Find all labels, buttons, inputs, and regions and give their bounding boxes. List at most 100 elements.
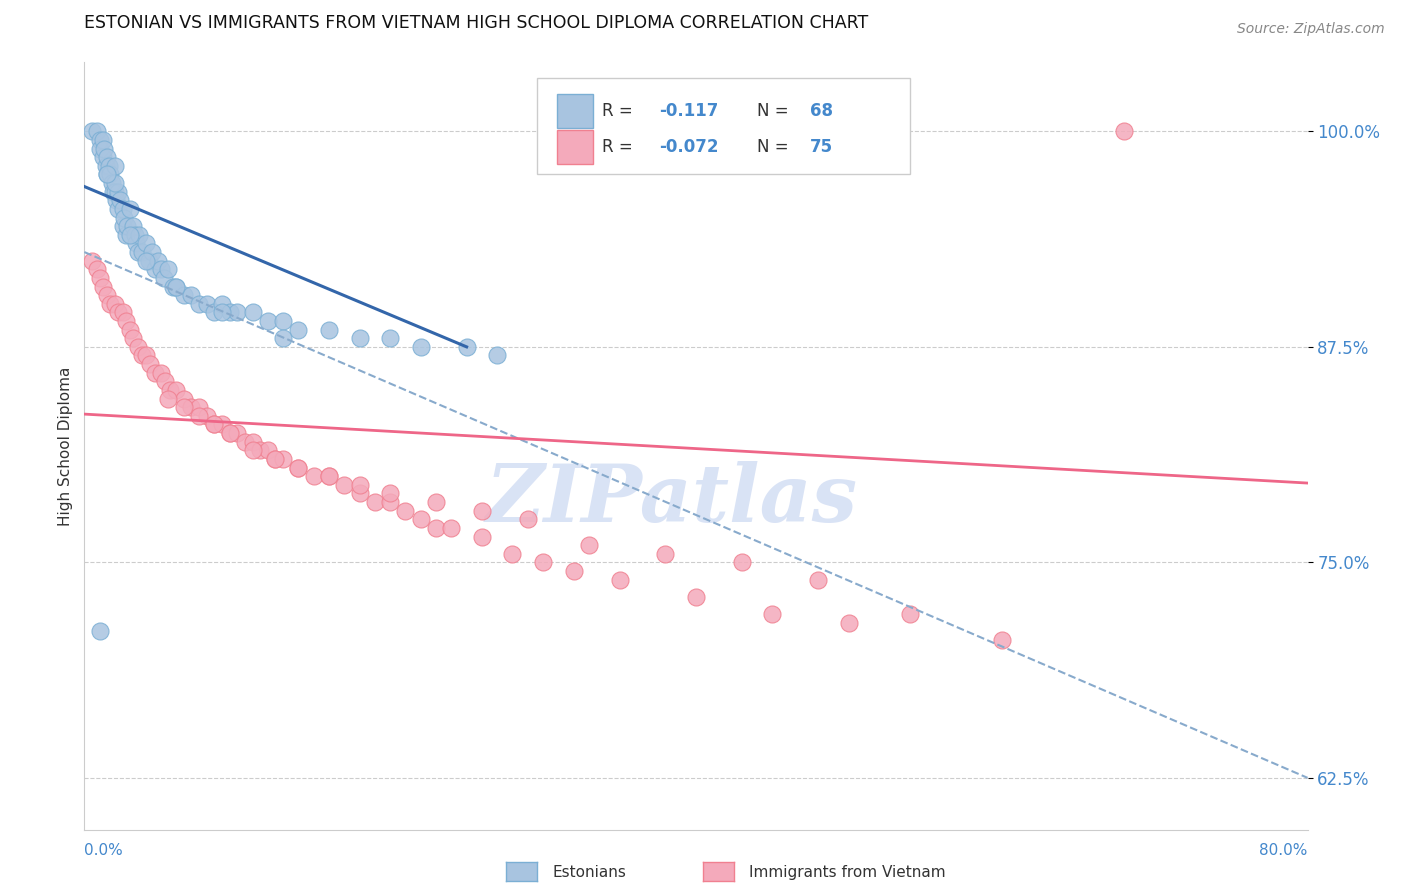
Point bbox=[502, 547, 524, 561]
Text: Estonians: Estonians bbox=[553, 865, 627, 880]
Point bbox=[287, 323, 309, 337]
Point bbox=[991, 632, 1014, 647]
Text: -0.117: -0.117 bbox=[659, 102, 718, 120]
Text: ESTONIAN VS IMMIGRANTS FROM VIETNAM HIGH SCHOOL DIPLOMA CORRELATION CHART: ESTONIAN VS IMMIGRANTS FROM VIETNAM HIGH… bbox=[84, 13, 869, 32]
Point bbox=[218, 305, 240, 319]
Point bbox=[516, 512, 538, 526]
Point bbox=[409, 340, 432, 354]
Text: Immigrants from Vietnam: Immigrants from Vietnam bbox=[749, 865, 946, 880]
Point bbox=[380, 495, 402, 509]
Point bbox=[180, 401, 202, 415]
Point bbox=[761, 607, 783, 621]
Point bbox=[139, 357, 162, 371]
Point bbox=[302, 469, 325, 483]
Point bbox=[157, 392, 180, 406]
Point bbox=[96, 288, 118, 302]
Point bbox=[105, 194, 128, 208]
Point bbox=[111, 219, 134, 234]
Point bbox=[149, 366, 172, 380]
Point bbox=[165, 383, 187, 397]
Point bbox=[165, 279, 187, 293]
Point bbox=[456, 340, 478, 354]
Point bbox=[165, 279, 187, 293]
Text: 75: 75 bbox=[810, 138, 832, 156]
Point bbox=[104, 297, 127, 311]
Point bbox=[80, 253, 103, 268]
Point bbox=[807, 573, 830, 587]
Point bbox=[96, 168, 118, 182]
Point bbox=[127, 245, 149, 260]
Y-axis label: High School Diploma: High School Diploma bbox=[58, 367, 73, 525]
Text: 0.0%: 0.0% bbox=[84, 843, 124, 858]
Point bbox=[333, 477, 356, 491]
Point bbox=[89, 271, 111, 285]
Point bbox=[195, 409, 218, 423]
Point bbox=[103, 185, 125, 199]
Point bbox=[257, 443, 280, 458]
Point bbox=[143, 366, 166, 380]
Point bbox=[531, 555, 554, 569]
Point bbox=[104, 159, 127, 173]
Point bbox=[157, 262, 180, 277]
Point bbox=[264, 451, 287, 466]
Point bbox=[380, 331, 402, 345]
Point bbox=[562, 564, 585, 578]
Point bbox=[1114, 124, 1136, 138]
Point bbox=[104, 185, 127, 199]
Point bbox=[173, 401, 195, 415]
Point bbox=[122, 331, 145, 345]
Point bbox=[91, 150, 114, 164]
Point bbox=[731, 555, 754, 569]
Point bbox=[94, 159, 117, 173]
Point bbox=[349, 486, 371, 500]
Point bbox=[226, 305, 249, 319]
FancyBboxPatch shape bbox=[557, 94, 593, 128]
Point bbox=[249, 443, 271, 458]
Point bbox=[107, 202, 129, 216]
Point bbox=[233, 434, 256, 449]
Point bbox=[135, 349, 157, 363]
Point bbox=[264, 451, 287, 466]
Point bbox=[578, 538, 600, 552]
Point bbox=[131, 245, 153, 260]
Point bbox=[471, 529, 494, 543]
Point bbox=[96, 150, 118, 164]
Point bbox=[287, 460, 309, 475]
Point bbox=[211, 297, 233, 311]
Point bbox=[120, 202, 142, 216]
Point bbox=[685, 590, 707, 604]
Point bbox=[364, 495, 387, 509]
Point bbox=[96, 168, 118, 182]
Point bbox=[143, 262, 166, 277]
Point bbox=[111, 305, 134, 319]
Point bbox=[162, 279, 184, 293]
Point bbox=[107, 185, 129, 199]
Text: R =: R = bbox=[602, 102, 638, 120]
Point bbox=[242, 434, 264, 449]
Point bbox=[180, 288, 202, 302]
Point bbox=[138, 253, 160, 268]
Point bbox=[98, 168, 121, 182]
Point bbox=[107, 305, 129, 319]
Point bbox=[425, 521, 447, 535]
Point bbox=[271, 451, 294, 466]
Point bbox=[173, 288, 195, 302]
Point bbox=[108, 194, 131, 208]
Point bbox=[80, 124, 103, 138]
Point bbox=[202, 305, 225, 319]
Point bbox=[128, 227, 150, 242]
Point bbox=[89, 624, 111, 639]
Point bbox=[471, 503, 494, 517]
Point bbox=[153, 271, 176, 285]
Point bbox=[122, 219, 145, 234]
Point bbox=[135, 253, 157, 268]
Point bbox=[318, 469, 340, 483]
Point bbox=[287, 460, 309, 475]
Point bbox=[654, 547, 676, 561]
Point bbox=[101, 176, 124, 190]
Point bbox=[188, 409, 211, 423]
Point bbox=[159, 383, 181, 397]
Point bbox=[114, 314, 136, 328]
Point bbox=[120, 227, 142, 242]
Point bbox=[91, 279, 114, 293]
